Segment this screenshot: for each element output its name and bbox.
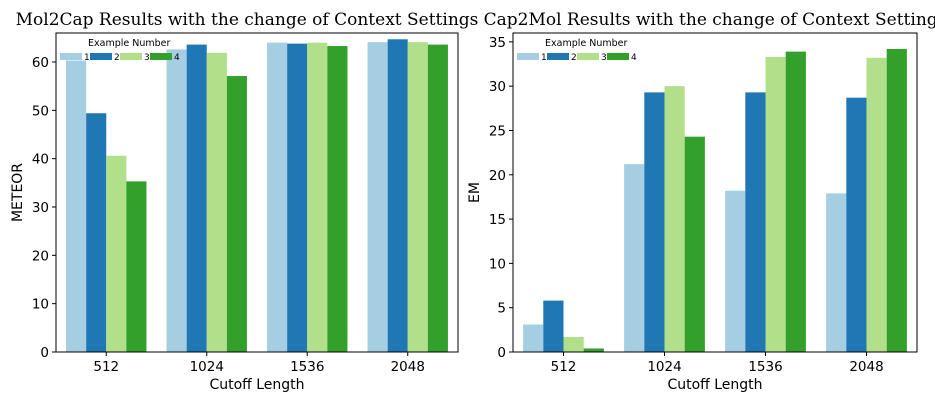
- x-tick-label: 1536: [748, 359, 782, 375]
- legend-label: 1: [84, 53, 90, 63]
- legend-title: Example Number: [545, 38, 627, 49]
- chart-title: Cap2Mol Results with the change of Conte…: [484, 10, 935, 30]
- bar-series-1-1536: [267, 42, 288, 353]
- bar-series-4-1024: [226, 76, 247, 353]
- y-tick-label: 10: [32, 297, 49, 313]
- legend-label: 1: [541, 53, 547, 63]
- legend-swatch-2: [90, 53, 112, 60]
- x-tick-label: 512: [93, 359, 119, 375]
- y-tick-label: 25: [489, 123, 506, 139]
- bar-series-1-2048: [826, 193, 847, 352]
- legend-swatch-3: [577, 53, 599, 60]
- legend-swatch-1: [517, 53, 539, 60]
- bar-series-3-512: [563, 336, 584, 352]
- bar-series-2-1536: [745, 92, 766, 353]
- bar-series-2-2048: [387, 39, 408, 352]
- bar-series-1-512: [523, 324, 544, 352]
- legend-swatch-3: [120, 53, 142, 60]
- legend: Example Number 1 2 3 4: [60, 38, 180, 63]
- bar-series-3-2048: [407, 42, 428, 353]
- bar-series-4-2048: [886, 48, 907, 352]
- bar-series-2-1024: [186, 44, 207, 352]
- plot-frame: [512, 32, 918, 353]
- bar-series-4-1024: [684, 136, 705, 352]
- y-tick-label: 10: [489, 256, 506, 272]
- bar-series-4-2048: [427, 44, 448, 352]
- y-axis-label: EM: [467, 182, 483, 203]
- bar-series-4-1536: [327, 46, 348, 353]
- bar-series-4-512: [126, 181, 147, 352]
- legend-label: 4: [174, 53, 180, 63]
- y-tick-label: 35: [489, 35, 506, 51]
- bar-series-3-1024: [206, 52, 227, 352]
- chart-panel-2: Cap2Mol Results with the change of Conte…: [467, 10, 935, 393]
- x-tick-label: 512: [551, 359, 577, 375]
- bar-series-2-512: [86, 113, 107, 352]
- legend-swatch-4: [607, 53, 629, 60]
- bar-series-2-1024: [644, 92, 665, 353]
- y-tick-label: 50: [32, 103, 49, 119]
- y-tick-label: 5: [497, 301, 506, 317]
- bar-series-2-2048: [846, 97, 867, 352]
- legend-label: 3: [144, 53, 150, 63]
- bar-series-2-512: [543, 300, 564, 352]
- y-tick-label: 20: [32, 248, 49, 264]
- bar-series-3-1536: [765, 56, 786, 353]
- bar-series-3-2048: [866, 57, 887, 353]
- y-axis-label: METEOR: [10, 163, 26, 222]
- bar-series-4-512: [583, 348, 604, 352]
- x-tick-label: 1536: [290, 359, 324, 375]
- x-axis-label: Cutoff Length: [209, 377, 304, 393]
- y-tick-label: 0: [40, 345, 49, 361]
- bar-series-3-1024: [664, 86, 685, 353]
- legend-title: Example Number: [88, 38, 170, 49]
- bar-series-1-1536: [725, 190, 746, 352]
- chart-panel-1: Mol2Cap Results with the change of Conte…: [10, 10, 478, 393]
- bar-series-1-2048: [367, 42, 388, 353]
- legend-label: 3: [601, 53, 607, 63]
- y-tick-label: 15: [489, 212, 506, 228]
- legend-swatch-2: [547, 53, 569, 60]
- x-tick-label: 1024: [647, 359, 681, 375]
- bar-series-2-1536: [287, 43, 308, 352]
- y-tick-label: 30: [489, 79, 506, 95]
- bar-series-3-1536: [307, 42, 328, 353]
- chart-title: Mol2Cap Results with the change of Conte…: [16, 10, 479, 30]
- legend-label: 2: [114, 53, 120, 63]
- bar-series-1-512: [66, 60, 87, 353]
- x-tick-label: 2048: [391, 359, 425, 375]
- x-tick-label: 1024: [190, 359, 224, 375]
- plot-frame: [55, 32, 459, 353]
- bar-series-1-1024: [166, 49, 187, 353]
- legend-swatch-1: [60, 53, 82, 60]
- bar-series-4-1536: [785, 51, 806, 353]
- legend-label: 2: [571, 53, 577, 63]
- legend: Example Number 1 2 3 4: [517, 38, 637, 63]
- y-tick-label: 0: [497, 345, 506, 361]
- y-tick-label: 20: [489, 168, 506, 184]
- y-tick-label: 40: [32, 152, 49, 168]
- legend-swatch-4: [150, 53, 172, 60]
- y-tick-label: 60: [32, 55, 49, 71]
- bar-series-3-512: [106, 155, 127, 352]
- x-axis-label: Cutoff Length: [667, 377, 762, 393]
- x-tick-label: 2048: [849, 359, 883, 375]
- bar-series-1-1024: [624, 164, 645, 352]
- y-tick-label: 30: [32, 200, 49, 216]
- legend-label: 4: [631, 53, 637, 63]
